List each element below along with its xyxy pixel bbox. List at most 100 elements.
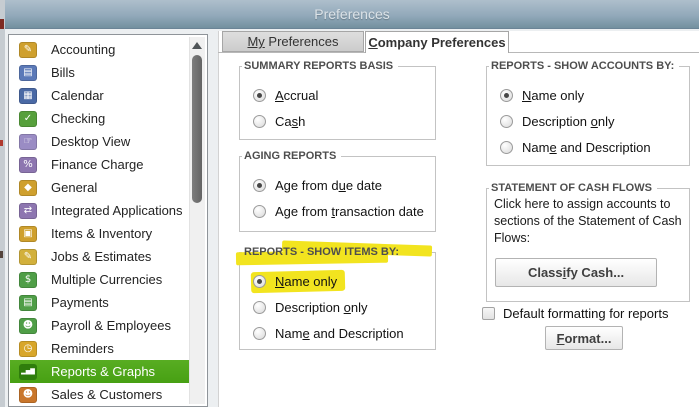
- sidebar-item-accounting[interactable]: ✎ Accounting: [10, 38, 190, 61]
- calendar-icon: ▦: [19, 87, 37, 104]
- group-reports-show-items-by: REPORTS - SHOW ITEMS BY: Name only Descr…: [235, 240, 436, 350]
- group-title: REPORTS - SHOW ITEMS BY:: [244, 246, 400, 258]
- radio-label: Name only: [522, 87, 585, 103]
- classify-cash-button[interactable]: Classify Cash...: [495, 258, 657, 287]
- sidebar-item-label: Sales & Customers: [51, 387, 163, 402]
- sidebar-item-integrated-applications[interactable]: ⇄ Integrated Applications: [10, 199, 190, 222]
- sidebar-item-label: Multiple Currencies: [51, 272, 163, 287]
- tab-my-preferences[interactable]: My Preferences: [222, 31, 364, 52]
- sidebar-item-finance-charge[interactable]: % Finance Charge: [10, 153, 190, 176]
- checkbox-icon: [482, 307, 495, 320]
- radio-option[interactable]: Name and Description: [240, 320, 435, 346]
- sidebar-item-items-inventory[interactable]: ▣ Items & Inventory: [10, 222, 190, 245]
- group-statement-of-cash-flows: STATEMENT OF CASH FLOWS: [486, 182, 690, 302]
- items-inventory-icon: ▣: [19, 225, 37, 242]
- sidebar-item-label: Jobs & Estimates: [51, 249, 152, 264]
- radio-label: Name and Description: [275, 325, 404, 341]
- radio-label: Age from transaction date: [275, 203, 424, 219]
- sidebar-item-desktop-view[interactable]: ☞ Desktop View: [10, 130, 190, 153]
- sidebar-item-checking[interactable]: ✓ Checking: [10, 107, 190, 130]
- sidebar-item-calendar[interactable]: ▦ Calendar: [10, 84, 190, 107]
- multiple-currencies-icon: $: [19, 271, 37, 288]
- cash-flows-description: Click here to assign accounts to section…: [494, 197, 682, 245]
- sidebar-item-general[interactable]: ◆ General: [10, 176, 190, 199]
- bills-icon: ▤: [19, 64, 37, 81]
- radio-icon: [253, 300, 266, 314]
- sidebar-item-sales-customers[interactable]: ☻ Sales & Customers: [10, 383, 190, 406]
- radio-icon: [500, 140, 513, 154]
- radio-option[interactable]: Description only: [487, 108, 689, 134]
- radio-label: Accrual: [275, 87, 319, 103]
- sidebar-item-payroll-employees[interactable]: ☻ Payroll & Employees: [10, 314, 190, 337]
- sidebar-item-reports-graphs[interactable]: ▂▅▇ Reports & Graphs: [10, 360, 190, 383]
- radio-group-aging: Age from due date Age from transaction d…: [240, 162, 435, 224]
- radio-option[interactable]: Description only: [240, 294, 435, 320]
- radio-icon: [253, 114, 266, 128]
- general-icon: ◆: [19, 179, 37, 196]
- reminders-icon: ◷: [19, 340, 37, 357]
- sidebar-item-bills[interactable]: ▤ Bills: [10, 61, 190, 84]
- format-button[interactable]: Format...: [545, 326, 623, 350]
- jobs-estimates-icon: ✎: [19, 248, 37, 265]
- radio-label: Description only: [522, 113, 615, 129]
- radio-group-summary-basis: Accrual Cash: [240, 72, 435, 134]
- radio-icon: [253, 274, 266, 288]
- integrated-applications-icon: ⇄: [19, 202, 37, 219]
- desktop-edge: [0, 0, 5, 407]
- group-title: REPORTS - SHOW ACCOUNTS BY:: [491, 60, 675, 72]
- sidebar-item-payments[interactable]: ▤ Payments: [10, 291, 190, 314]
- radio-label: Name and Description: [522, 139, 651, 155]
- sidebar-item-label: Payments: [51, 295, 109, 310]
- sidebar-item-label: Items & Inventory: [51, 226, 153, 241]
- radio-option[interactable]: Age from due date: [240, 172, 435, 198]
- radio-option[interactable]: Name only: [487, 82, 689, 108]
- radio-icon: [500, 114, 513, 128]
- radio-group-show-items: Name only Description only Name and Desc…: [240, 258, 435, 346]
- payroll-employees-icon: ☻: [19, 317, 37, 334]
- radio-label: Age from due date: [275, 177, 382, 193]
- radio-option[interactable]: Name only: [240, 268, 435, 294]
- radio-option[interactable]: Age from transaction date: [240, 198, 435, 224]
- default-formatting-checkbox[interactable]: Default formatting for reports: [482, 306, 668, 321]
- sidebar-scrollbar[interactable]: [189, 37, 205, 404]
- radio-icon: [500, 88, 513, 102]
- sidebar-item-label: Finance Charge: [51, 157, 144, 172]
- sidebar-item-label: Reports & Graphs: [51, 364, 156, 379]
- sidebar-item-label: General: [51, 180, 98, 195]
- sidebar-item-label: Integrated Applications: [51, 203, 183, 218]
- sidebar-item-label: Payroll & Employees: [51, 318, 171, 333]
- group-title: AGING REPORTS: [244, 150, 337, 162]
- radio-option[interactable]: Name and Description: [487, 134, 689, 160]
- radio-option[interactable]: Accrual: [240, 82, 435, 108]
- window-titlebar[interactable]: Preferences: [5, 0, 699, 29]
- radio-icon: [253, 178, 266, 192]
- preferences-sidebar: ✎ Accounting ▤ Bills ▦ Calendar ✓ Checki…: [8, 34, 208, 407]
- group-reports-show-accounts-by: REPORTS - SHOW ACCOUNTS BY: Name only De…: [486, 60, 690, 166]
- radio-label: Cash: [275, 113, 306, 129]
- checkbox-label: Default formatting for reports: [503, 306, 669, 321]
- tab-label: My Preferences: [247, 34, 339, 49]
- radio-label: Description only: [275, 299, 368, 315]
- tab-company-preferences[interactable]: Company Preferences: [365, 31, 509, 53]
- radio-option[interactable]: Cash: [240, 108, 435, 134]
- scrollbar-thumb[interactable]: [192, 55, 202, 203]
- group-aging-reports: AGING REPORTS Age from due date Age from…: [239, 150, 436, 232]
- sidebar-item-jobs-estimates[interactable]: ✎ Jobs & Estimates: [10, 245, 190, 268]
- group-summary-reports-basis: SUMMARY REPORTS BASIS Accrual Cash: [239, 60, 436, 140]
- sidebar-item-multiple-currencies[interactable]: $ Multiple Currencies: [10, 268, 190, 291]
- group-title: STATEMENT OF CASH FLOWS: [491, 182, 652, 194]
- sidebar-item-label: Calendar: [51, 88, 104, 103]
- tab-label: Company Preferences: [368, 35, 506, 50]
- sidebar-item-reminders[interactable]: ◷ Reminders: [10, 337, 190, 360]
- checking-icon: ✓: [19, 110, 37, 127]
- radio-icon: [253, 204, 266, 218]
- payments-icon: ▤: [19, 294, 37, 311]
- sidebar-item-label: Bills: [51, 65, 75, 80]
- radio-label: Name only: [275, 273, 338, 289]
- sidebar-item-label: Desktop View: [51, 134, 131, 149]
- window-title: Preferences: [314, 6, 390, 22]
- group-title: SUMMARY REPORTS BASIS: [244, 60, 394, 72]
- scroll-up-icon[interactable]: [192, 42, 202, 49]
- sales-customers-icon: ☻: [19, 386, 37, 403]
